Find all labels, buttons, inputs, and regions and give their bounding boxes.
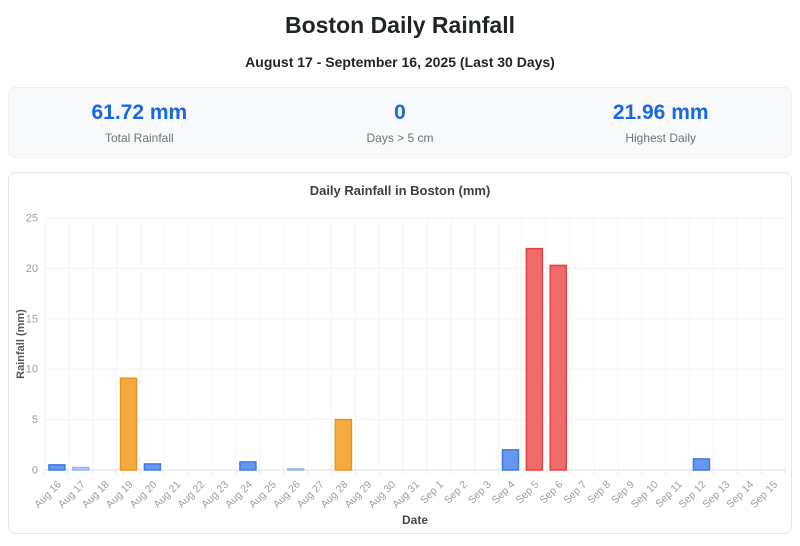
stat-highest-daily: 21.96 mm Highest Daily: [530, 101, 791, 145]
y-tick-label: 5: [32, 414, 38, 426]
stat-value: 21.96 mm: [612, 101, 709, 124]
x-tick-label: Sep 2: [442, 479, 470, 507]
y-axis-title: Rainfall (mm): [15, 309, 27, 379]
stat-label: Highest Daily: [625, 131, 697, 145]
y-tick-label: 10: [26, 364, 38, 376]
chart-bar: [286, 468, 305, 471]
chart-bar: [239, 461, 257, 471]
chart-bar: [72, 466, 90, 471]
chart-bar: [119, 377, 138, 471]
stat-total-rainfall: 61.72 mm Total Rainfall: [9, 101, 270, 145]
y-tick-label: 0: [32, 465, 38, 477]
x-tick-label: Sep 6: [537, 479, 565, 507]
stat-days-over-5cm: 0 Days > 5 cm: [270, 101, 531, 145]
chart-title: Daily Rainfall in Boston (mm): [309, 183, 491, 198]
x-tick-label: Sep 3: [466, 479, 494, 507]
stat-value: 0: [394, 101, 406, 124]
chart-bar: [334, 418, 353, 471]
chart-bar: [549, 264, 567, 471]
y-tick-label: 15: [26, 313, 38, 325]
x-tick-label: Sep 8: [585, 479, 613, 507]
chart-card: Daily Rainfall in Boston (mm) 0 5 10 15 20 25…: [8, 172, 792, 534]
x-tick-label: Sep 4: [490, 479, 518, 507]
y-tick-label: 25: [26, 213, 38, 225]
chart-bar: [501, 449, 520, 471]
page-title: Boston Daily Rainfall: [284, 12, 516, 38]
x-tick-label: Sep 5: [514, 479, 542, 507]
x-tick-label: Sep 15: [748, 479, 780, 511]
chart-bar: [525, 247, 544, 471]
stat-label: Days > 5 cm: [366, 131, 434, 145]
x-tick-label: Sep 7: [561, 479, 589, 507]
x-axis-title: Date: [402, 513, 428, 527]
x-tick-label: Sep 1: [418, 479, 446, 507]
x-tick-label: Aug 31: [390, 479, 422, 511]
page-subtitle: August 17 - September 16, 2025 (Last 30 …: [245, 54, 555, 70]
stat-label: Total Rainfall: [104, 131, 174, 145]
stat-value: 61.72 mm: [91, 101, 188, 124]
stats-card: 61.72 mm Total Rainfall 0 Days > 5 cm 21…: [8, 87, 792, 158]
y-tick-label: 20: [26, 263, 38, 275]
chart-bar: [48, 464, 66, 471]
chart-bar: [692, 458, 711, 471]
chart-bar: [143, 463, 162, 471]
